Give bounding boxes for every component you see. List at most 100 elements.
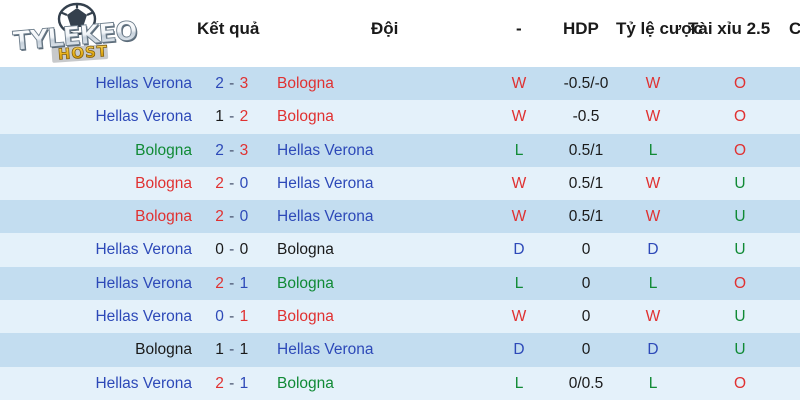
- table-row[interactable]: Hellas Verona 2 - 3 Bologna W -0.5/-0 W O: [0, 67, 800, 101]
- table-row[interactable]: Hellas Verona 2 - 1 Bologna L 0/0.5 L O: [0, 366, 800, 400]
- cell-hdp: 0: [581, 341, 591, 359]
- cell-away-team: Bologna: [277, 308, 334, 326]
- score-separator: -: [224, 374, 240, 392]
- table-row[interactable]: Bologna 1 - 1 Hellas Verona D 0 D U: [0, 333, 800, 367]
- cell-odds-result: L: [648, 141, 658, 159]
- tylekeo-host-logo-graphic: TYLEKEO TYLEKEO HOST: [11, 2, 139, 64]
- table-row[interactable]: Bologna 2 - 3 Hellas Verona L 0.5/1 L O: [0, 133, 800, 167]
- cell-result: W: [511, 108, 527, 126]
- site-logo[interactable]: TYLEKEO TYLEKEO HOST: [8, 2, 158, 64]
- cell-over-under: U: [734, 174, 746, 192]
- score-separator: -: [224, 141, 240, 159]
- cell-over-under: O: [733, 141, 747, 159]
- score-home: 1: [215, 341, 225, 359]
- score-home: 2: [215, 274, 225, 292]
- score-separator: -: [224, 75, 240, 92]
- cell-score: 2 - 0: [196, 167, 268, 200]
- score-separator: -: [224, 308, 240, 326]
- score-separator: -: [224, 274, 240, 292]
- cell-score: 1 - 2: [196, 100, 268, 133]
- cell-score: 0 - 0: [196, 233, 268, 266]
- cell-away-team: Bologna: [277, 274, 334, 292]
- column-header-dash: -: [516, 19, 522, 38]
- table-row[interactable]: Hellas Verona 0 - 0 Bologna D 0 D U: [0, 233, 800, 267]
- cell-over-under: O: [733, 374, 747, 392]
- cell-away-team: Hellas Verona: [277, 341, 374, 359]
- score-home: 0: [215, 241, 225, 259]
- cell-result: W: [511, 208, 527, 226]
- cell-hdp: 0: [581, 308, 591, 326]
- cell-result: W: [511, 308, 527, 326]
- score-away: 0: [239, 208, 249, 226]
- cell-odds-result: W: [645, 108, 661, 126]
- score-away: 0: [239, 174, 249, 192]
- cell-odds-result: W: [645, 208, 661, 226]
- cell-hdp: 0: [581, 241, 591, 259]
- cell-home-team: Hellas Verona: [95, 241, 192, 259]
- cell-away-team: Hellas Verona: [277, 141, 374, 159]
- cell-away-team: Hellas Verona: [277, 208, 374, 226]
- cell-odds-result: W: [645, 308, 661, 326]
- score-home: 0: [215, 308, 225, 326]
- table-row[interactable]: Bologna 2 - 0 Hellas Verona W 0.5/1 W U: [0, 166, 800, 201]
- cell-home-team: Hellas Verona: [95, 374, 192, 392]
- cell-over-under: O: [733, 108, 747, 126]
- cell-away-team: Bologna: [277, 374, 334, 392]
- cell-score: 2 - 3: [196, 67, 268, 100]
- table-row[interactable]: Hellas Verona 2 - 1 Bologna L 0 L O: [0, 266, 800, 301]
- cell-result: D: [513, 341, 525, 359]
- score-home: 2: [215, 141, 225, 159]
- score-separator: -: [224, 241, 240, 259]
- column-header-hdp: HDP: [563, 19, 599, 38]
- cell-odds-result: L: [648, 274, 658, 292]
- cell-home-team: Hellas Verona: [95, 75, 192, 92]
- cell-score: 2 - 1: [196, 267, 268, 300]
- score-away: 1: [239, 341, 249, 359]
- soccer-ball-icon: [57, 2, 97, 36]
- score-away: 3: [239, 141, 249, 159]
- table-row[interactable]: Hellas Verona 1 - 2 Bologna W -0.5 W O: [0, 100, 800, 134]
- cell-result: W: [511, 174, 527, 192]
- cell-hdp: -0.5/-0: [563, 75, 609, 92]
- column-header-result: Kết quả: [197, 19, 260, 38]
- cell-score: 2 - 0: [196, 200, 268, 233]
- cell-over-under: U: [734, 241, 746, 259]
- cell-odds-result: W: [645, 174, 661, 192]
- score-home: 2: [215, 174, 225, 192]
- cell-over-under: O: [733, 274, 747, 292]
- score-home: 2: [215, 75, 225, 92]
- cell-hdp: -0.5: [572, 108, 600, 126]
- score-home: 2: [215, 208, 225, 226]
- cell-result: L: [514, 374, 524, 392]
- cell-result: W: [511, 75, 527, 92]
- column-header-over-under: Tài xỉu 2.5: [688, 19, 771, 38]
- cell-home-team: Hellas Verona: [95, 108, 192, 126]
- score-away: 2: [239, 108, 249, 126]
- score-home: 2: [215, 374, 225, 392]
- score-away: 0: [239, 241, 249, 259]
- score-away: 1: [239, 374, 249, 392]
- cell-over-under: U: [734, 208, 746, 226]
- table-row[interactable]: Bologna 2 - 0 Hellas Verona W 0.5/1 W U: [0, 200, 800, 234]
- score-away: 1: [239, 274, 249, 292]
- cell-result: D: [513, 241, 525, 259]
- cell-score: 0 - 1: [196, 300, 268, 333]
- cell-hdp: 0.5/1: [568, 174, 604, 192]
- cell-hdp: 0.5/1: [568, 208, 604, 226]
- score-home: 1: [215, 108, 225, 126]
- cell-home-team: Hellas Verona: [95, 274, 192, 292]
- cell-away-team: Bologna: [277, 75, 334, 92]
- cell-odds-result: W: [645, 75, 661, 92]
- table-row[interactable]: Hellas Verona 0 - 1 Bologna W 0 W U: [0, 300, 800, 334]
- cell-score: 1 - 1: [196, 333, 268, 366]
- match-history-table: Hellas Verona 2 - 3 Bologna W -0.5/-0 W O Hella…: [0, 67, 800, 400]
- cell-odds-result: L: [648, 374, 658, 392]
- cell-result: L: [514, 274, 524, 292]
- column-header-odds: Tỷ lệ cược: [616, 19, 703, 38]
- cell-away-team: Bologna: [277, 241, 334, 259]
- cell-score: 2 - 3: [196, 134, 268, 167]
- score-away: 3: [239, 75, 249, 92]
- cell-away-team: Bologna: [277, 108, 334, 126]
- cell-home-team: Bologna: [135, 341, 192, 359]
- cell-home-team: Bologna: [135, 208, 192, 226]
